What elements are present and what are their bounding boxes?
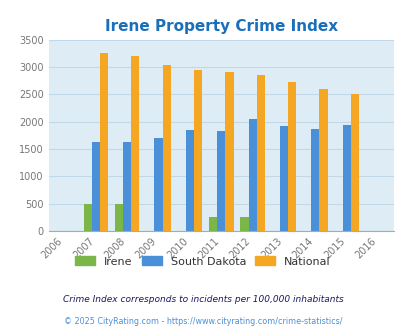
Text: Crime Index corresponds to incidents per 100,000 inhabitants: Crime Index corresponds to incidents per…: [62, 295, 343, 304]
Bar: [185, 130, 194, 231]
Bar: [123, 142, 131, 231]
Bar: [240, 217, 248, 231]
Bar: [225, 72, 233, 231]
Bar: [279, 126, 288, 231]
Bar: [83, 204, 92, 231]
Text: © 2025 CityRating.com - https://www.cityrating.com/crime-statistics/: © 2025 CityRating.com - https://www.city…: [64, 317, 341, 326]
Bar: [131, 56, 139, 231]
Bar: [162, 65, 171, 231]
Bar: [342, 125, 350, 231]
Legend: Irene, South Dakota, National: Irene, South Dakota, National: [75, 256, 330, 267]
Bar: [115, 204, 123, 231]
Bar: [92, 142, 100, 231]
Bar: [100, 53, 108, 231]
Bar: [350, 94, 358, 231]
Bar: [194, 70, 202, 231]
Bar: [256, 75, 264, 231]
Bar: [319, 89, 327, 231]
Bar: [209, 217, 217, 231]
Bar: [154, 138, 162, 231]
Bar: [288, 82, 296, 231]
Bar: [248, 119, 256, 231]
Title: Irene Property Crime Index: Irene Property Crime Index: [104, 19, 337, 34]
Bar: [217, 131, 225, 231]
Bar: [311, 129, 319, 231]
